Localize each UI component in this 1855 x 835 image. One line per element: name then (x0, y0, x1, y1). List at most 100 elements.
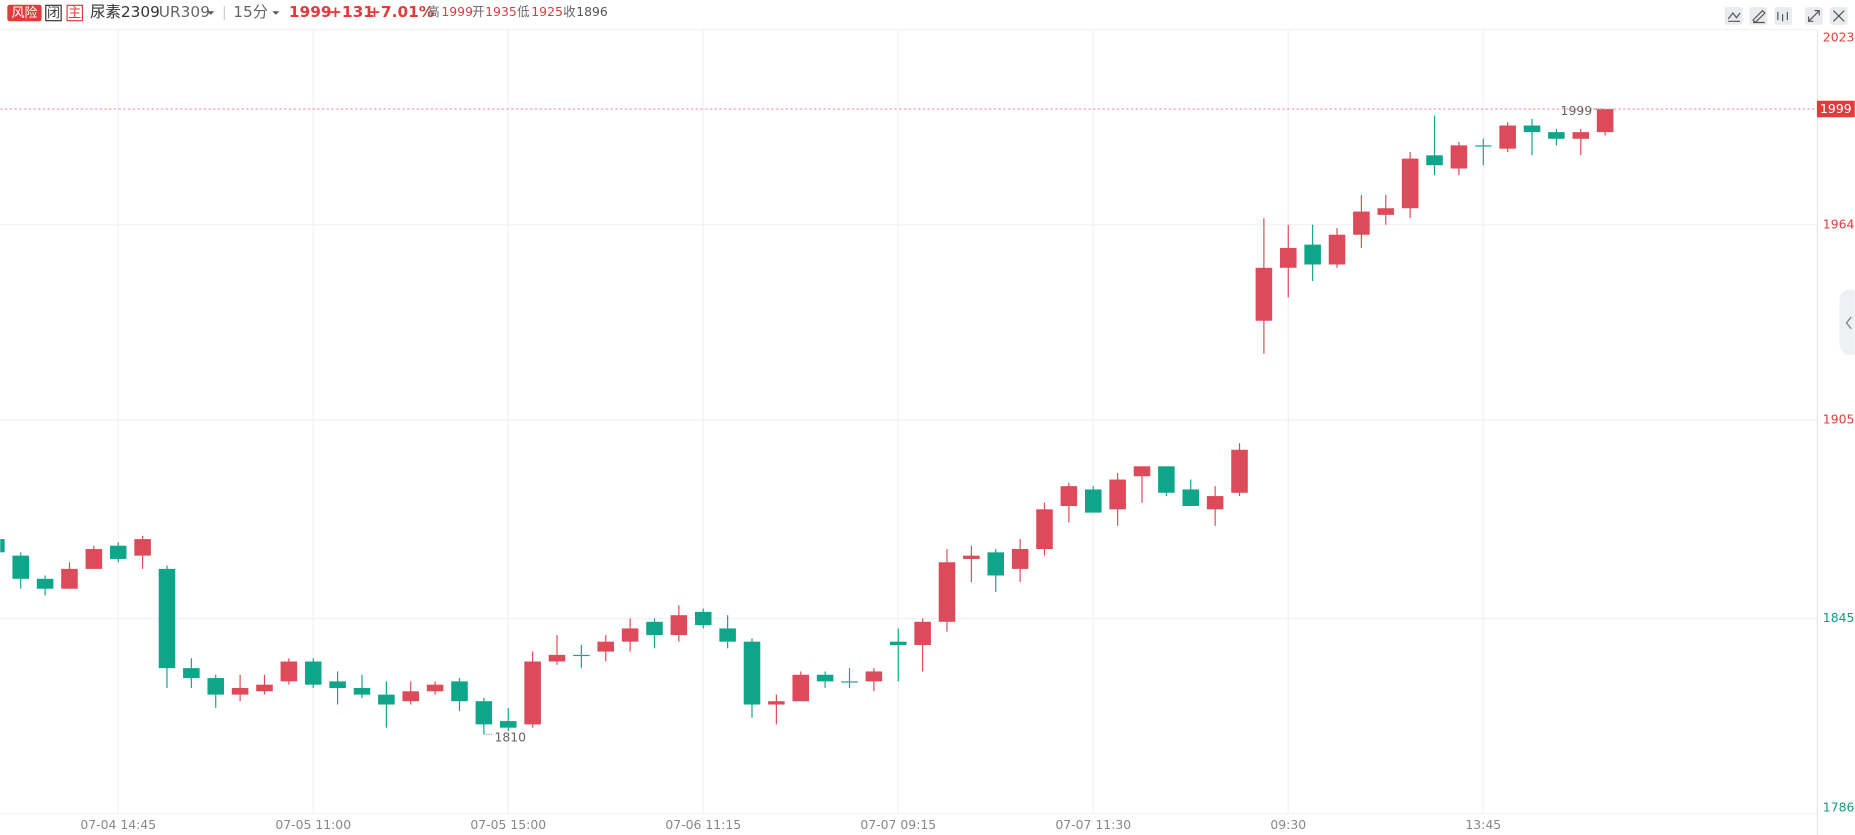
stat-label: 开 (472, 4, 484, 19)
candle-body (0, 539, 5, 553)
candle-body (1474, 145, 1492, 147)
badge-text: 闭 (47, 6, 60, 21)
toolbar (1724, 7, 1848, 25)
stat-value: 1999 (441, 4, 473, 19)
last-price-label: 1999 (1820, 101, 1852, 116)
candle-body (329, 681, 346, 688)
candle-body (914, 621, 931, 645)
candle-body (1548, 132, 1565, 139)
candle-body (183, 668, 200, 679)
interval[interactable]: 15分 (233, 3, 268, 21)
main-badge (66, 4, 84, 22)
stat-label: 高 (427, 4, 439, 19)
candle-body (451, 681, 468, 702)
candle-body (280, 661, 298, 682)
candle-body (231, 687, 249, 695)
x-tick-label: 13:45 (1465, 817, 1501, 832)
contract-code[interactable]: UR309 (159, 3, 210, 21)
candle-body (134, 539, 151, 556)
candle-body (548, 654, 566, 662)
candle-body (1133, 466, 1151, 477)
candle-body (816, 674, 834, 682)
candle-body (256, 684, 273, 692)
low-label: 1810 (495, 729, 527, 744)
y-tick-label: 1845 (1823, 610, 1855, 625)
candle-body (85, 549, 103, 569)
candle-body (597, 641, 615, 652)
stat-label: 低 (517, 4, 529, 19)
y-tick-label: 1964 (1823, 216, 1855, 231)
candle-body (621, 628, 639, 642)
candle-body (1231, 449, 1248, 493)
closed-badge (45, 4, 62, 22)
x-tick-label: 07-07 11:30 (1055, 817, 1131, 832)
candle-body (670, 615, 688, 636)
candle-body (36, 578, 54, 589)
candle-body (1060, 486, 1078, 507)
header: 风险 闭 主 尿素2309 UR309 15分 1999 +131 +7.01%… (7, 3, 608, 22)
candle-body (402, 691, 420, 702)
candle-body (865, 671, 883, 682)
candle-body (719, 628, 736, 642)
candle-body (426, 684, 444, 692)
x-tick-label: 07-04 14:45 (80, 817, 156, 832)
candle-body (963, 555, 980, 559)
candle-body (1572, 132, 1590, 139)
candle-body (938, 562, 956, 622)
badge-text: 主 (68, 6, 81, 21)
candle-body (207, 678, 225, 695)
icon (1752, 9, 1766, 24)
candle-body (304, 661, 322, 685)
x-tick-label: 07-05 11:00 (275, 817, 351, 832)
candle-body (1596, 108, 1614, 133)
x-tick-label: 07-06 11:15 (665, 817, 741, 832)
candle-body (1401, 158, 1419, 209)
candle-body (1377, 208, 1395, 215)
candle-body (353, 687, 371, 695)
candle-body (1450, 145, 1468, 169)
change-pct: +7.01% (368, 3, 434, 21)
icon (1808, 10, 1820, 22)
candle-body (841, 681, 858, 683)
change: +131 (329, 3, 374, 21)
high-label: 1999 (1561, 103, 1593, 118)
candle-body (1279, 247, 1297, 268)
y-tick-label: 1786 (1823, 799, 1855, 814)
candle-body (1158, 466, 1175, 493)
candle-body (1206, 496, 1224, 510)
candle-body (694, 611, 712, 626)
candle-body (1426, 155, 1443, 166)
candle-body (792, 674, 810, 702)
candle-body (646, 621, 663, 636)
candle-body (1109, 479, 1126, 510)
x-tick-label: 07-05 15:00 (470, 817, 546, 832)
x-tick-label: 09:30 (1270, 817, 1306, 832)
dropdown-caret[interactable] (272, 11, 280, 15)
icon (1727, 12, 1741, 22)
icon (1777, 11, 1788, 22)
stat-value: 1925 (531, 4, 563, 19)
candle-body (12, 555, 29, 579)
candle-body (1084, 489, 1102, 513)
stat-value: 1935 (485, 4, 517, 19)
candle-body (743, 641, 761, 705)
candle-body (475, 701, 493, 725)
candle-body (1499, 125, 1516, 149)
tab-arrow (1845, 316, 1852, 330)
last-price-tag (1816, 100, 1855, 118)
candle-body (378, 694, 395, 705)
y-tick-label: 2023 (1823, 29, 1855, 44)
candle-body (1011, 549, 1029, 569)
candle-body (158, 568, 176, 669)
candle-body (1328, 234, 1346, 265)
candle-body (1304, 244, 1321, 265)
indicator-button[interactable] (1724, 7, 1743, 25)
risk-badge (7, 4, 42, 22)
candle-body (1523, 125, 1541, 133)
candle-body (889, 641, 907, 645)
contract-name[interactable]: 尿素2309 (90, 3, 160, 21)
stat-value: 1896 (576, 4, 608, 19)
dropdown-caret[interactable] (207, 11, 215, 15)
